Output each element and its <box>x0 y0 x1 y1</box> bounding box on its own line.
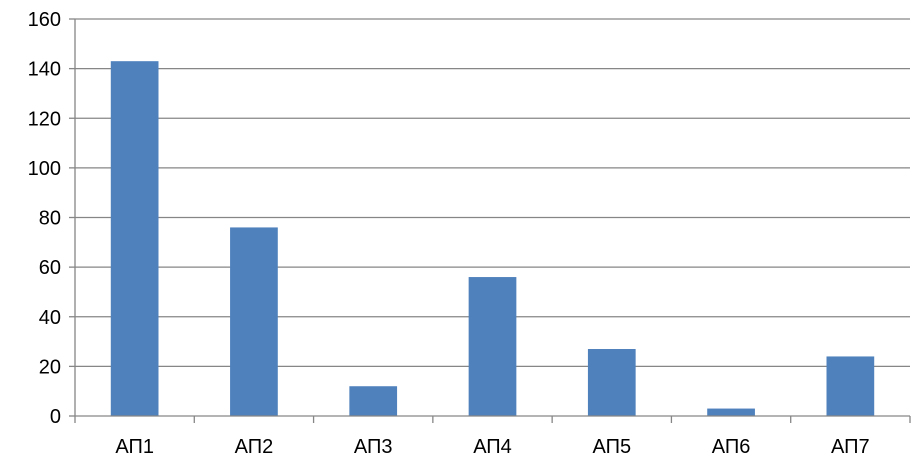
x-tick-label: АП1 <box>115 436 154 458</box>
bar <box>826 356 875 416</box>
y-tick-label: 60 <box>39 257 61 279</box>
bar <box>587 349 636 416</box>
bar <box>707 408 755 416</box>
x-tick-label: АП2 <box>235 436 274 458</box>
bar <box>110 61 159 417</box>
x-tick-label: АП5 <box>592 436 631 458</box>
tick-labels: 0 20 40 60 80 100 120 140 160 АП1 АП2 АП3 АП4 АП5 АП6 А… <box>28 9 870 458</box>
bars <box>110 61 875 417</box>
axes <box>69 18 911 423</box>
bar <box>230 227 278 416</box>
y-tick-label: 80 <box>39 208 61 230</box>
y-tick-label: 100 <box>28 158 61 180</box>
y-tick-label: 140 <box>28 59 61 81</box>
y-tick-label: 40 <box>39 307 61 329</box>
x-tick-label: АП4 <box>473 436 512 458</box>
y-tick-label: 20 <box>39 356 61 378</box>
y-tick-label: 120 <box>28 108 61 130</box>
gridlines <box>75 18 910 368</box>
y-tick-label: 0 <box>50 406 61 428</box>
bar <box>468 277 517 416</box>
x-tick-label: АП7 <box>831 436 870 458</box>
bar <box>349 386 398 416</box>
y-tick-label: 160 <box>28 9 61 31</box>
x-tick-label: АП6 <box>712 436 751 458</box>
x-tick-label: АП3 <box>354 436 393 458</box>
